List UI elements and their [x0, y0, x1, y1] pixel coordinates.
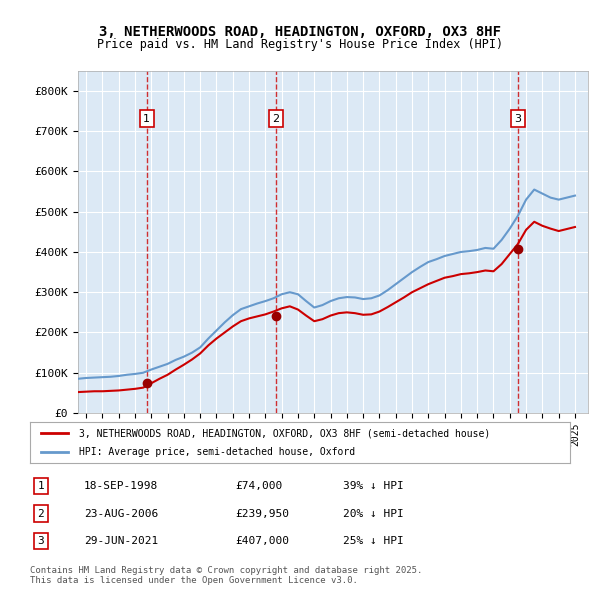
Text: 2: 2: [37, 509, 44, 519]
Text: Contains HM Land Registry data © Crown copyright and database right 2025.
This d: Contains HM Land Registry data © Crown c…: [30, 566, 422, 585]
Text: 3, NETHERWOODS ROAD, HEADINGTON, OXFORD, OX3 8HF: 3, NETHERWOODS ROAD, HEADINGTON, OXFORD,…: [99, 25, 501, 40]
Text: £239,950: £239,950: [235, 509, 289, 519]
Text: £407,000: £407,000: [235, 536, 289, 546]
Text: 3: 3: [514, 114, 521, 124]
Text: 20% ↓ HPI: 20% ↓ HPI: [343, 509, 404, 519]
Text: Price paid vs. HM Land Registry's House Price Index (HPI): Price paid vs. HM Land Registry's House …: [97, 38, 503, 51]
Text: £74,000: £74,000: [235, 481, 283, 491]
Text: 3: 3: [37, 536, 44, 546]
Text: 1: 1: [37, 481, 44, 491]
Text: 18-SEP-1998: 18-SEP-1998: [84, 481, 158, 491]
Text: 3, NETHERWOODS ROAD, HEADINGTON, OXFORD, OX3 8HF (semi-detached house): 3, NETHERWOODS ROAD, HEADINGTON, OXFORD,…: [79, 428, 490, 438]
Text: 1: 1: [143, 114, 150, 124]
Text: 29-JUN-2021: 29-JUN-2021: [84, 536, 158, 546]
Text: 25% ↓ HPI: 25% ↓ HPI: [343, 536, 404, 546]
Text: 2: 2: [272, 114, 280, 124]
Text: 23-AUG-2006: 23-AUG-2006: [84, 509, 158, 519]
Text: 39% ↓ HPI: 39% ↓ HPI: [343, 481, 404, 491]
Text: HPI: Average price, semi-detached house, Oxford: HPI: Average price, semi-detached house,…: [79, 447, 355, 457]
